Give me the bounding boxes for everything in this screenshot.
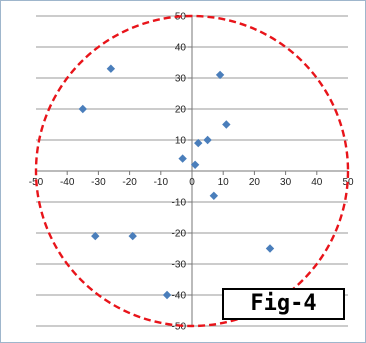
x-tick-label: -10: [154, 177, 169, 188]
figure-label: Fig-4: [222, 288, 345, 320]
axes: [35, 15, 349, 327]
y-tick-label: -20: [172, 229, 187, 240]
boundary-circle: [34, 14, 350, 328]
data-point: [190, 160, 200, 169]
tick-labels: -50 -40 -30 -20 -10 0 10 20 30 40 50-50-40-30-20-1…: [29, 12, 354, 333]
data-points: [78, 64, 275, 300]
x-tick-label: 10: [218, 177, 230, 188]
x-tick-label: -20: [122, 177, 137, 188]
data-point: [209, 191, 219, 200]
data-point: [78, 104, 87, 114]
data-point: [203, 135, 212, 145]
data-point: [128, 231, 137, 241]
x-tick-label: -40: [60, 177, 75, 188]
y-tick-label: -40: [172, 291, 187, 302]
data-point: [222, 120, 231, 129]
x-tick-label: 0: [189, 177, 195, 188]
data-point: [178, 154, 187, 163]
data-point: [194, 138, 203, 148]
y-tick-label: -30: [172, 260, 187, 271]
y-tick-label: -10: [172, 198, 187, 209]
x-tick-label: -30: [91, 177, 106, 188]
y-tick-label: 20: [175, 105, 187, 116]
y-tick-label: -50: [172, 322, 187, 333]
x-tick-label: 20: [249, 177, 261, 188]
data-point: [265, 244, 275, 253]
data-point: [215, 70, 225, 80]
y-tick-label: 10: [175, 136, 187, 147]
y-tick-label: 40: [175, 43, 187, 54]
x-tick-label: 40: [311, 177, 323, 188]
dashed-circle: [34, 14, 350, 328]
y-tick-label: 30: [175, 74, 187, 85]
x-tick-label: 30: [280, 177, 292, 188]
data-point: [162, 290, 172, 300]
data-point: [91, 231, 100, 241]
data-point: [106, 64, 116, 73]
